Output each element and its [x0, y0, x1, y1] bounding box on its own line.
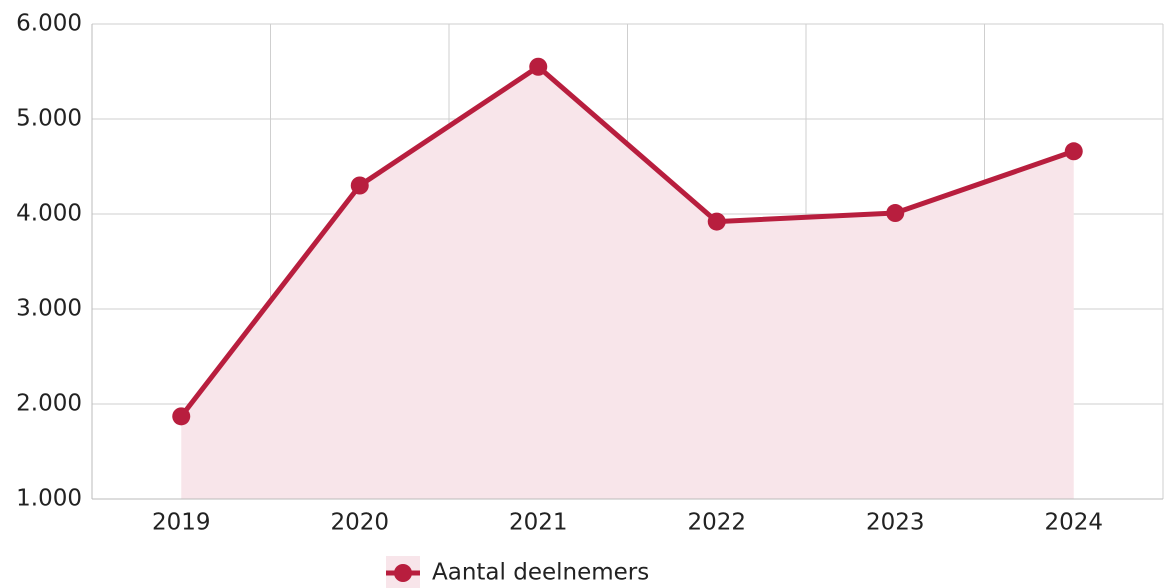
point	[886, 204, 905, 223]
point	[350, 176, 369, 195]
y-tick-label: 6.000	[16, 11, 82, 37]
y-tick-label: 5.000	[16, 106, 82, 132]
x-tick-label: 2021	[509, 510, 568, 536]
point	[1064, 142, 1083, 161]
x-tick-label: 2019	[152, 510, 211, 536]
x-tick-label: 2020	[330, 510, 389, 536]
area	[181, 66, 1074, 499]
y-tick-label: 4.000	[16, 201, 82, 227]
point	[707, 212, 726, 231]
x-tick-label: 2023	[866, 510, 925, 536]
y-tick-label: 3.000	[16, 296, 82, 322]
point	[172, 407, 191, 426]
legend-label: Aantal deelnemers	[432, 560, 649, 586]
x-tick-label: 2024	[1044, 510, 1103, 536]
legend-marker	[394, 564, 412, 582]
y-tick-label: 2.000	[16, 391, 82, 417]
point	[529, 57, 548, 76]
x-tick-label: 2022	[687, 510, 746, 536]
line	[179, 64, 1075, 418]
y-tick-label: 1.000	[16, 486, 82, 512]
